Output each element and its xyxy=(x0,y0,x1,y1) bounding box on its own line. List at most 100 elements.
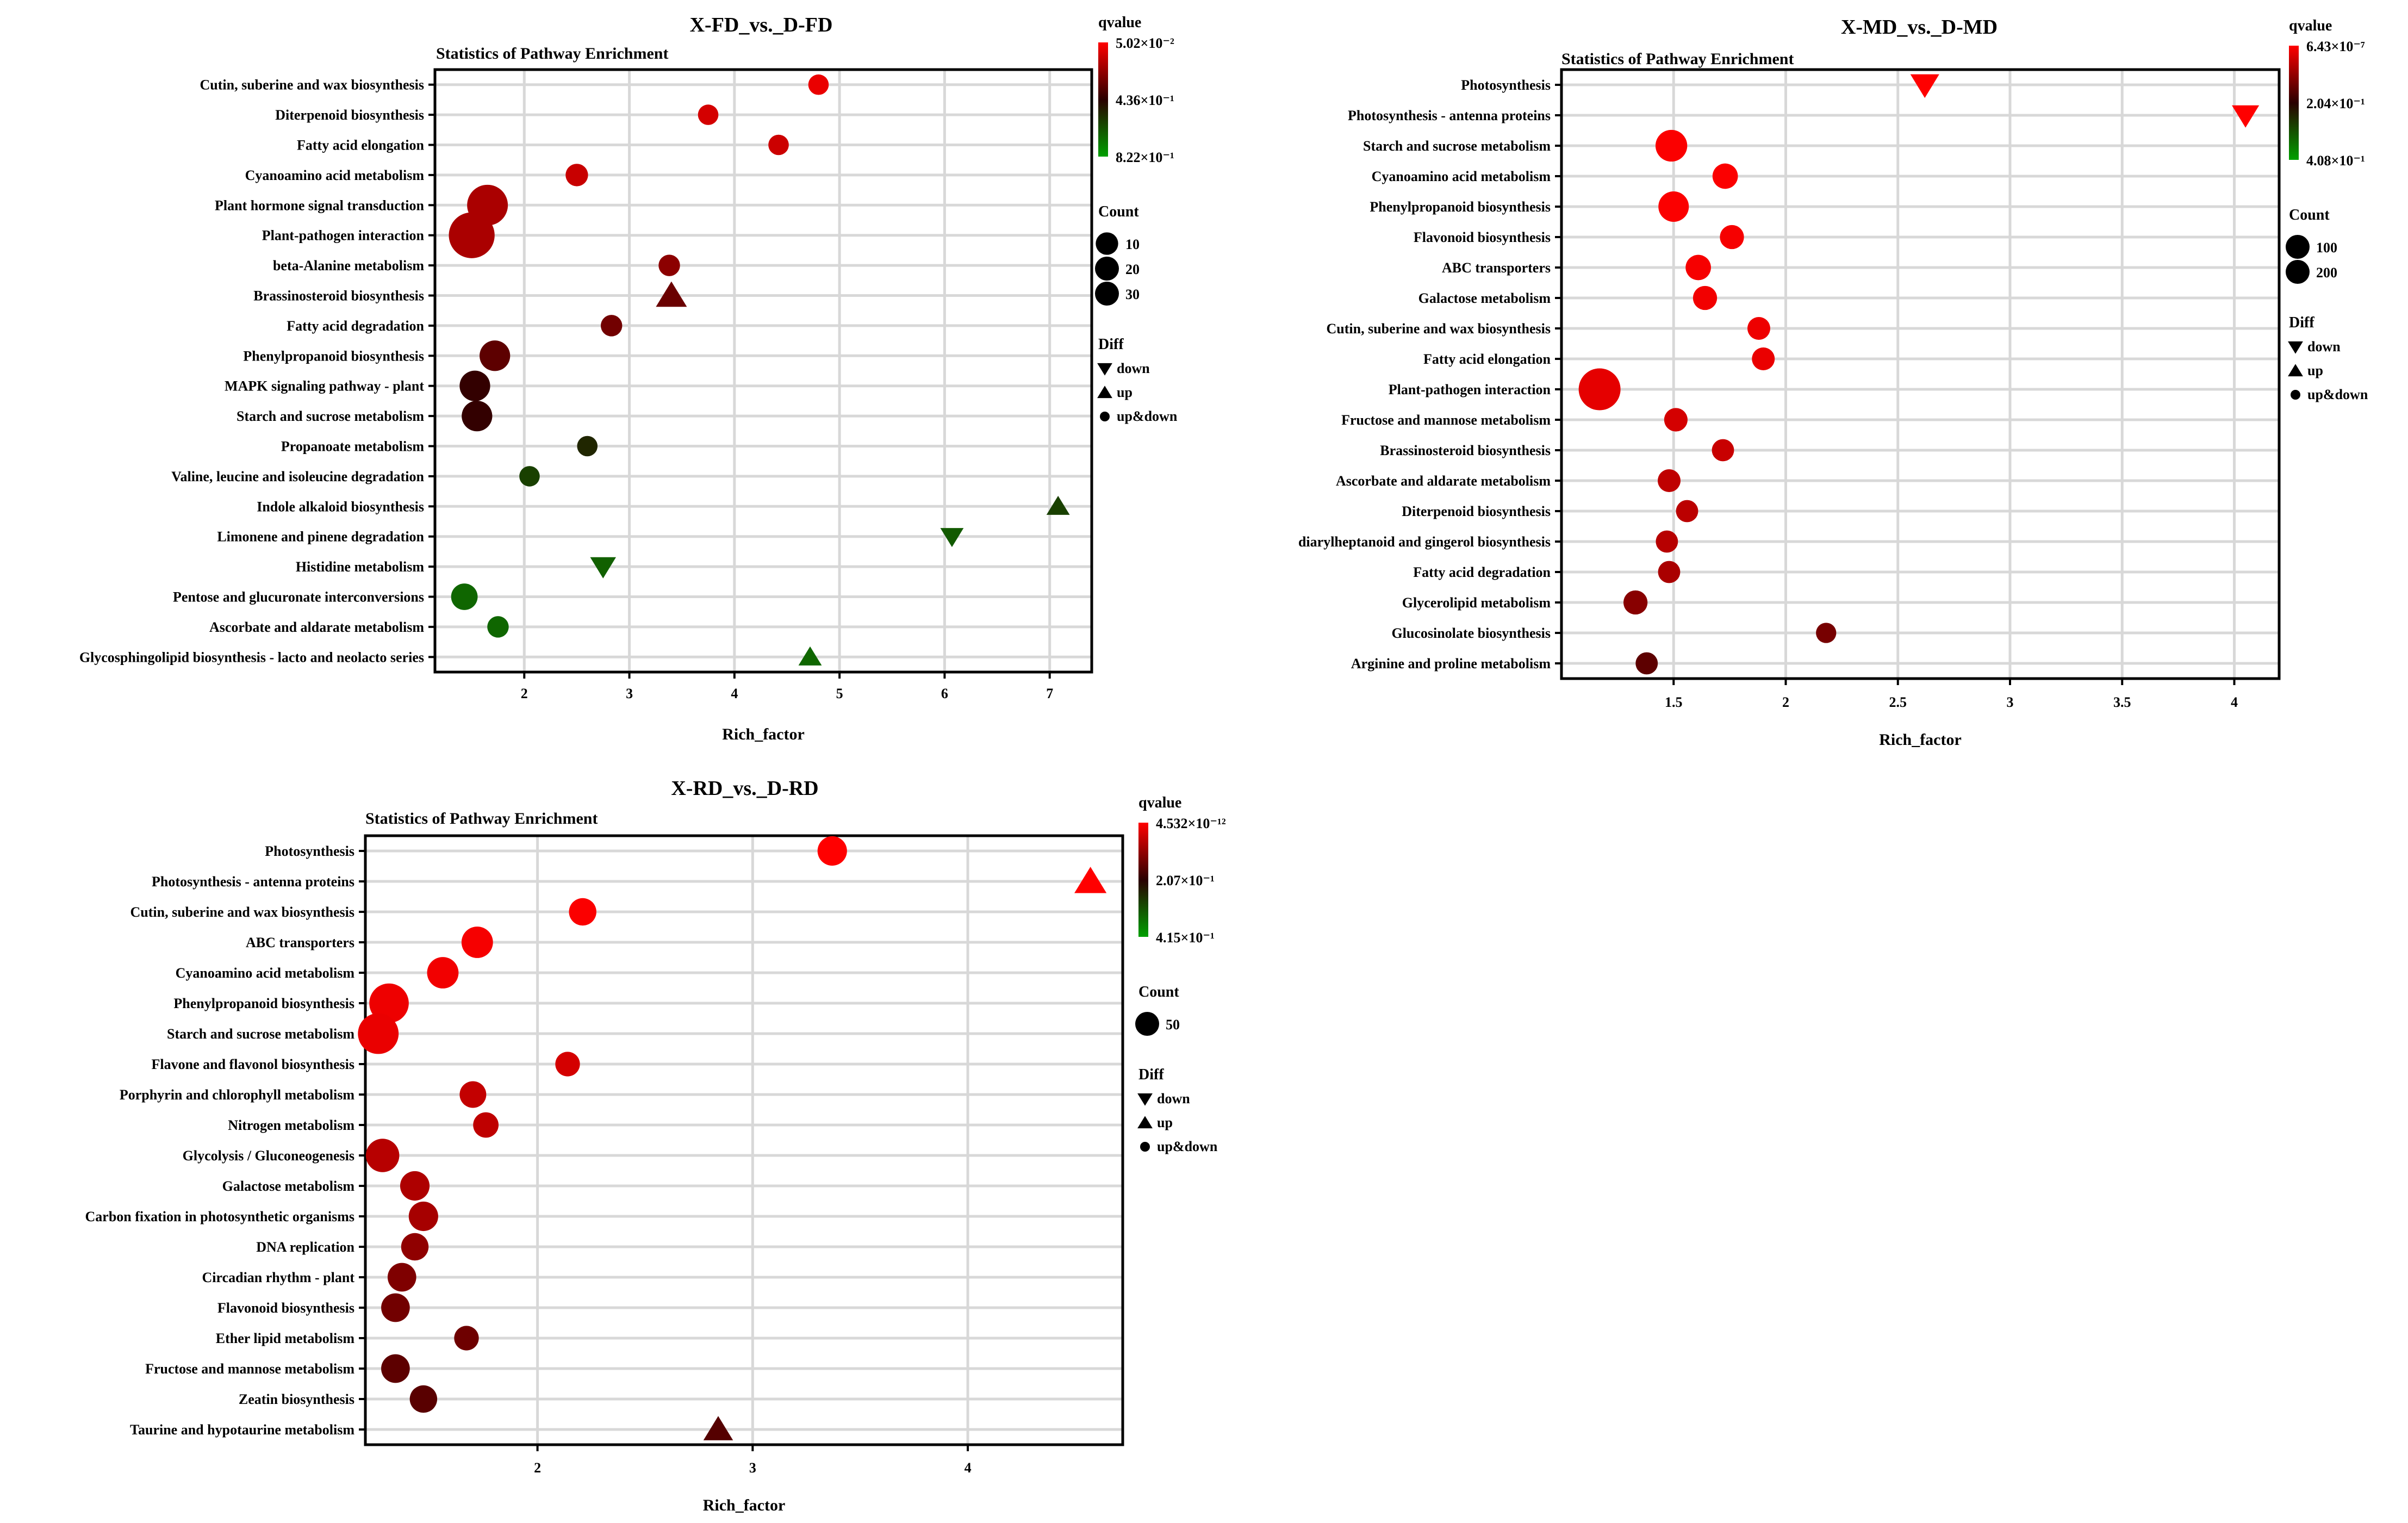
pathway-label: Flavonoid biosynthesis xyxy=(217,1300,354,1316)
pathway-label: Plant-pathogen interaction xyxy=(262,228,425,244)
chart-subtitle: Statistics of Pathway Enrichment xyxy=(1561,50,1794,68)
data-point xyxy=(1712,163,1738,189)
qvalue-label: 4.15×10⁻¹ xyxy=(1156,930,1215,946)
data-point xyxy=(451,583,478,610)
diff-legend-symbol xyxy=(1137,1093,1153,1106)
data-point xyxy=(1655,129,1688,162)
pathway-label: Plant hormone signal transduction xyxy=(215,197,425,213)
pathway-label: Photosynthesis xyxy=(1461,77,1551,93)
data-point xyxy=(590,557,617,579)
x-tick-label: 3.5 xyxy=(2113,694,2131,710)
data-point xyxy=(387,1263,416,1292)
pathway-label: Glycolysis / Gluconeogenesis xyxy=(183,1148,354,1164)
count-legend-dot xyxy=(1135,1012,1159,1036)
pathway-label: Cutin, suberine and wax biosynthesis xyxy=(130,904,355,920)
pathway-label: MAPK signaling pathway - plant xyxy=(225,378,424,394)
data-point xyxy=(1623,590,1648,615)
qvalue-label: 2.04×10⁻¹ xyxy=(2306,96,2365,111)
pathway-label: Zeatin biosynthesis xyxy=(239,1391,354,1407)
pathway-label: Taurine and hypotaurine metabolism xyxy=(130,1422,354,1438)
data-point xyxy=(703,1416,733,1440)
qvalue-label: 2.07×10⁻¹ xyxy=(1156,873,1215,888)
legend-diff-title: Diff xyxy=(2289,314,2314,331)
pathway-label: Fructose and mannose metabolism xyxy=(1341,412,1551,428)
legend-qvalue-title: qvalue xyxy=(1098,14,1141,31)
chart-panel-3: X-RD_vs._D-RD Statistics of Pathway Enric… xyxy=(85,777,1226,1514)
pathway-label: Galactose metabolism xyxy=(222,1178,355,1194)
count-legend-label: 30 xyxy=(1125,287,1140,302)
data-point xyxy=(1658,191,1689,222)
x-tick-label: 5 xyxy=(836,686,843,701)
qvalue-colorbar xyxy=(1138,823,1148,937)
chart-panel-1: X-FD_vs._D-FD Statistics of Pathway Enric… xyxy=(79,14,1178,743)
pathway-label: Glycosphingolipid biosynthesis - lacto a… xyxy=(79,649,424,665)
pathway-label: Porphyrin and chlorophyll metabolism xyxy=(120,1087,355,1103)
qvalue-label: 4.08×10⁻¹ xyxy=(2306,153,2365,169)
diff-legend-label: up xyxy=(1117,384,1133,400)
data-point xyxy=(1676,500,1698,523)
data-point xyxy=(401,1233,429,1261)
pathway-label: Galactose metabolism xyxy=(1418,290,1551,306)
x-axis-label: Rich_factor xyxy=(703,1496,786,1514)
x-tick-label: 2 xyxy=(534,1460,541,1476)
data-point xyxy=(808,74,829,95)
pathway-label: Ether lipid metabolism xyxy=(216,1331,355,1346)
pathway-label: Propanoate metabolism xyxy=(281,439,424,455)
diff-legend-symbol xyxy=(2288,364,2303,377)
legend-count-title: Count xyxy=(1098,203,1139,220)
data-point xyxy=(454,1326,479,1351)
data-point xyxy=(1693,285,1718,310)
data-point xyxy=(487,616,509,638)
pathway-label: Glycerolipid metabolism xyxy=(1402,595,1551,611)
pathway-label: Glucosinolate biosynthesis xyxy=(1391,625,1551,641)
data-point xyxy=(1656,530,1678,553)
data-point xyxy=(656,281,687,307)
qvalue-label: 4.532×10⁻¹² xyxy=(1156,816,1226,831)
x-tick-label: 4 xyxy=(965,1460,972,1476)
diff-legend-symbol xyxy=(1097,386,1112,399)
pathway-label: ABC transporters xyxy=(1442,260,1551,276)
data-point xyxy=(1910,74,1939,98)
data-point xyxy=(1685,254,1711,281)
diff-legend-label: down xyxy=(2307,339,2341,355)
data-point xyxy=(365,1139,400,1172)
data-point xyxy=(565,164,588,187)
data-point xyxy=(2232,105,2260,128)
data-point xyxy=(369,983,409,1023)
diff-legend-symbol xyxy=(1137,1116,1153,1129)
pathway-label: Fatty acid degradation xyxy=(1413,564,1551,580)
data-point xyxy=(1635,652,1658,675)
data-point xyxy=(1720,225,1744,250)
plot-frame xyxy=(1560,68,2281,680)
pathway-label: Starch and sucrose metabolism xyxy=(237,408,424,424)
pathway-label: Cyanoamino acid metabolism xyxy=(176,965,355,981)
data-point xyxy=(1578,368,1621,411)
pathway-label: Flavone and flavonol biosynthesis xyxy=(152,1056,354,1072)
chart-title: X-FD_vs._D-FD xyxy=(690,14,833,36)
data-point xyxy=(381,1354,410,1383)
data-point xyxy=(600,315,623,337)
pathway-label: Limonene and pinene degradation xyxy=(217,529,424,545)
x-tick-label: 2 xyxy=(1782,694,1789,710)
count-legend-dot xyxy=(2286,260,2310,284)
pathway-label: Ascorbate and aldarate metabolism xyxy=(1336,473,1551,489)
data-point xyxy=(473,1112,499,1138)
count-legend-label: 100 xyxy=(2316,240,2337,256)
pathway-label: Fatty acid elongation xyxy=(1423,351,1551,367)
count-legend-dot xyxy=(1096,232,1118,255)
x-tick-label: 2.5 xyxy=(1889,694,1907,710)
pathway-label: diarylheptanoid and gingerol biosynthesi… xyxy=(1298,534,1551,550)
chart-title: X-RD_vs._D-RD xyxy=(671,777,818,800)
data-point xyxy=(1752,347,1775,370)
data-point xyxy=(408,1201,438,1232)
pathway-label: Cyanoamino acid metabolism xyxy=(1372,169,1551,184)
count-legend-dot xyxy=(2286,235,2310,259)
x-tick-label: 4 xyxy=(2231,694,2238,710)
pathway-label: Phenylpropanoid biosynthesis xyxy=(1370,199,1551,215)
diff-legend-label: up&down xyxy=(1117,408,1178,424)
pathway-label: ABC transporters xyxy=(246,935,354,950)
x-tick-label: 3 xyxy=(2007,694,2014,710)
qvalue-colorbar xyxy=(1098,42,1108,157)
qvalue-label: 4.36×10⁻¹ xyxy=(1116,92,1174,108)
pathway-label: Plant-pathogen interaction xyxy=(1389,382,1551,397)
